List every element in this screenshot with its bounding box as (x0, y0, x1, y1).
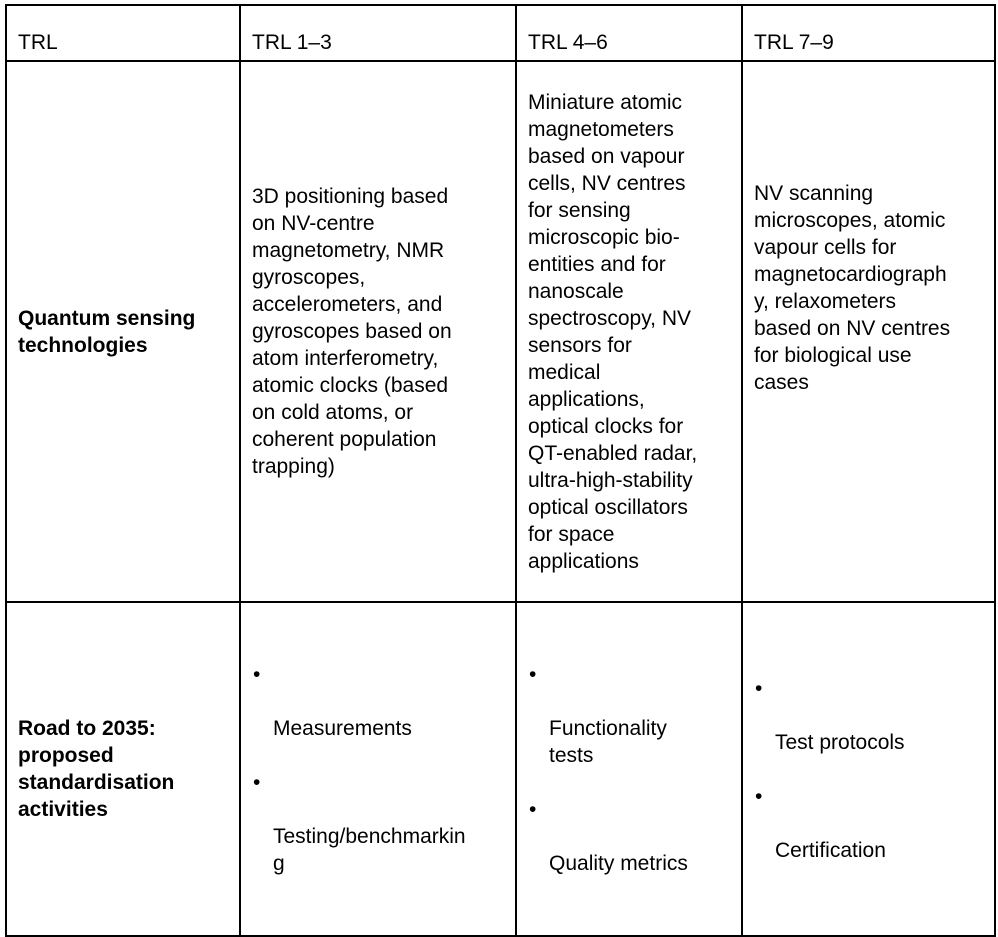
list-item: • Testing/benchmarkin g (252, 769, 507, 877)
bullet-item-label: Quality metrics (549, 852, 688, 875)
bullet-item-label: Test protocols (775, 730, 905, 754)
bullet-item-label: Certification (775, 838, 886, 862)
cell-quantum-trl13: 3D positioning based on NV-centre magnet… (239, 60, 517, 603)
row-label-quantum-sensing: Quantum sensing technologies (5, 60, 241, 603)
header-cell-trl46: TRL 4–6 (515, 4, 743, 62)
bullet-list-trl46: • Functionality tests • Quality metrics (528, 634, 733, 904)
bullet-icon: • (529, 798, 537, 821)
cell-quantum-trl79: NV scanning microscopes, atomic vapour c… (741, 60, 996, 603)
cell-road-trl46: • Functionality tests • Quality metrics (515, 601, 743, 937)
trl-standardisation-table: TRL TRL 1–3 TRL 4–6 TRL 7–9 Quantum sens… (5, 4, 996, 937)
list-item: • Functionality tests (528, 661, 733, 769)
road-to-2035-row: Road to 2035: proposed standardisation a… (5, 601, 996, 937)
bullet-icon: • (529, 663, 537, 686)
header-cell-trl13: TRL 1–3 (239, 4, 517, 62)
quantum-sensing-row: Quantum sensing technologies 3D position… (5, 60, 996, 603)
header-cell-trl: TRL (5, 4, 241, 62)
bullet-icon: • (253, 663, 261, 686)
header-cell-trl79: TRL 7–9 (741, 4, 996, 62)
bullet-icon: • (253, 771, 261, 794)
bullet-icon: • (755, 676, 763, 700)
row-label-road-to-2035: Road to 2035: proposed standardisation a… (5, 601, 241, 937)
cell-road-trl13: • Measurements • Testing/benchmarkin g (239, 601, 517, 937)
cell-road-trl79: • Test protocols • Certification (741, 601, 996, 937)
bullet-item-label: Functionality tests (549, 717, 667, 767)
bullet-icon: • (755, 784, 763, 808)
bullet-item-label: Testing/benchmarkin g (273, 825, 466, 875)
bullet-list-trl79: • Test protocols • Certification (754, 648, 986, 891)
cell-quantum-trl46: Miniature atomic magnetometers based on … (515, 60, 743, 603)
header-row: TRL TRL 1–3 TRL 4–6 TRL 7–9 (5, 4, 996, 62)
list-item: • Test protocols (754, 675, 986, 756)
bullet-item-label: Measurements (273, 717, 412, 740)
list-item: • Measurements (252, 661, 507, 742)
list-item: • Certification (754, 783, 986, 864)
bullet-list-trl13: • Measurements • Testing/benchmarkin g (252, 634, 507, 904)
list-item: • Quality metrics (528, 796, 733, 877)
